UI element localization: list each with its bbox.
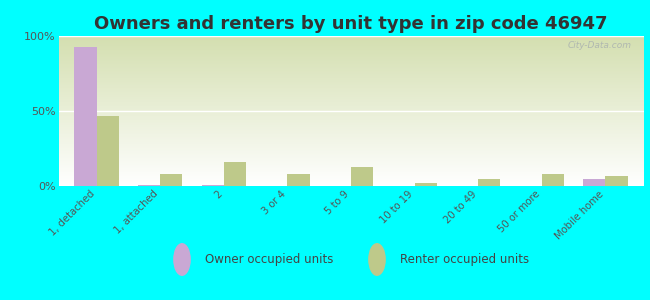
Bar xyxy=(287,174,309,186)
Bar xyxy=(97,116,119,186)
Text: Renter occupied units: Renter occupied units xyxy=(400,253,529,266)
Bar xyxy=(541,174,564,186)
Bar xyxy=(478,178,500,186)
Bar xyxy=(351,167,373,186)
Bar xyxy=(224,162,246,186)
Bar xyxy=(415,183,437,186)
Bar xyxy=(583,178,605,186)
Bar xyxy=(74,46,97,186)
Text: Owners and renters by unit type in zip code 46947: Owners and renters by unit type in zip c… xyxy=(94,15,608,33)
Ellipse shape xyxy=(174,244,190,275)
Bar xyxy=(138,184,161,186)
Bar xyxy=(161,174,183,186)
Text: City-Data.com: City-Data.com xyxy=(568,40,632,50)
Bar xyxy=(202,184,224,186)
Bar xyxy=(605,176,628,186)
Text: Owner occupied units: Owner occupied units xyxy=(205,253,333,266)
Ellipse shape xyxy=(369,244,385,275)
